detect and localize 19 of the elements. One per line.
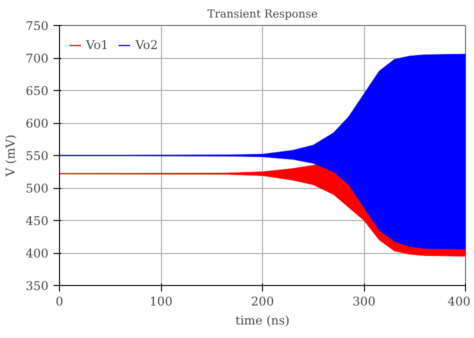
y-tick-label: 350 [26, 279, 48, 293]
y-tick-label: 550 [26, 149, 48, 163]
x-tick-label: 200 [251, 294, 274, 308]
x-axis-title: time (ns) [235, 314, 290, 328]
y-tick-label: 700 [26, 52, 48, 66]
y-tick-label: 400 [26, 246, 48, 260]
y-tick-label: 650 [26, 84, 48, 98]
y-axis-title: V (mV) [4, 134, 18, 178]
chart-title: Transient Response [207, 8, 318, 20]
y-tick-label: 750 [26, 19, 48, 33]
y-tick-label: 450 [26, 214, 48, 228]
x-tick-label: 300 [352, 294, 376, 308]
legend-label: Vo2 [135, 38, 158, 52]
legend-label: Vo1 [86, 38, 108, 52]
x-tick-label: 0 [56, 294, 64, 308]
x-tick-label: 400 [448, 294, 470, 308]
x-tick-label: 100 [150, 294, 172, 308]
y-tick-label: 500 [26, 182, 48, 196]
y-tick-label: 600 [26, 116, 48, 130]
